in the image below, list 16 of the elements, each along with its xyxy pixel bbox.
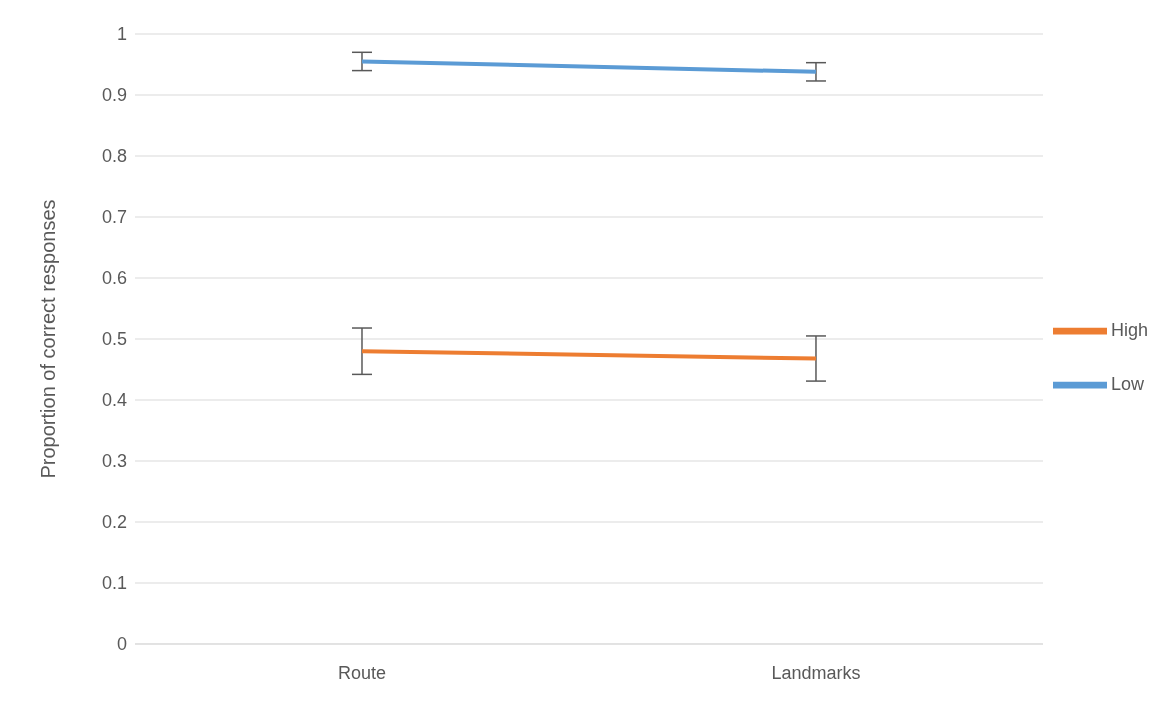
y-tick-label: 0 <box>116 634 127 655</box>
y-tick-label: 0.3 <box>101 451 127 472</box>
y-tick-label: 0.1 <box>101 573 127 594</box>
y-tick-label: 0.8 <box>101 146 127 167</box>
x-tick-label: Route <box>337 662 387 683</box>
x-tick-label: Landmarks <box>771 662 861 683</box>
y-tick-label: 0.7 <box>101 207 127 228</box>
legend-label: High <box>1110 319 1148 340</box>
y-tick-label: 0.4 <box>101 390 127 411</box>
legend-label: Low <box>1110 373 1144 394</box>
y-axis-title: Proportion of correct responses <box>37 199 60 479</box>
y-tick-label: 0.5 <box>101 329 127 350</box>
y-tick-label: 1 <box>116 24 127 45</box>
y-tick-label: 0.2 <box>101 512 127 533</box>
y-tick-label: 0.9 <box>101 85 127 106</box>
y-tick-label: 0.6 <box>101 268 127 289</box>
